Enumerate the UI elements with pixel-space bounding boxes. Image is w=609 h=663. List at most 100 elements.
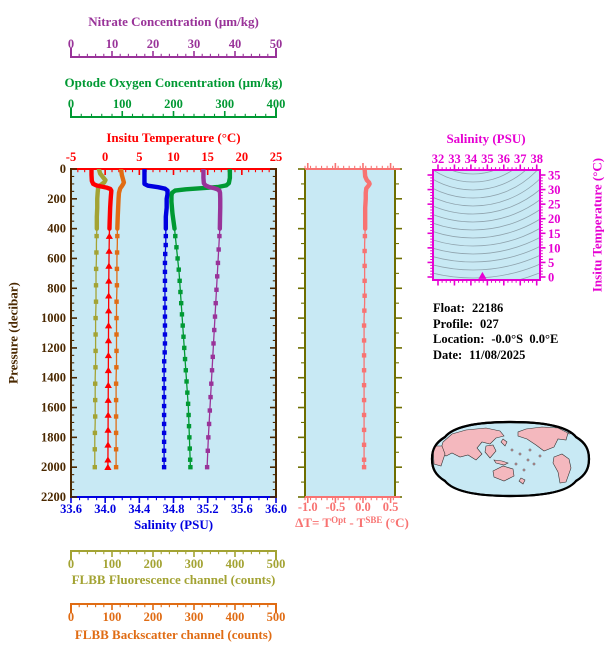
dt-label-sup-opt: Opt xyxy=(331,515,347,525)
backscatter-profile xyxy=(113,169,127,470)
tick-label: 500 xyxy=(267,557,286,571)
tick-label: 50 xyxy=(270,37,283,51)
oxygen-scale-axis: 0 100 200 300 400 xyxy=(68,97,286,118)
tick-label: 1800 xyxy=(41,430,66,444)
tick-label: 1200 xyxy=(41,341,66,355)
tick-label: 34.0 xyxy=(94,502,116,516)
pressure-axis-title: Pressure (decibar) xyxy=(5,282,21,384)
tick-label: 10 xyxy=(167,150,180,164)
ts-temperature-axis-title: Insitu Temperature (°C) xyxy=(589,157,605,293)
dt-label-sup-sbe: SBE xyxy=(365,515,383,525)
tick-label: 20 xyxy=(236,150,249,164)
float-id-label: Float: xyxy=(433,301,465,315)
tick-label: 300 xyxy=(215,97,234,111)
tick-label: 100 xyxy=(103,610,122,624)
float-id-line: Float: 22186 xyxy=(433,301,558,317)
tick-label: 0 xyxy=(68,97,74,111)
tick-label: 0 xyxy=(68,37,74,51)
nitrate-scale-axis: 0 10 20 30 40 50 xyxy=(68,37,283,58)
tick-label: 25 xyxy=(270,150,283,164)
tick-label: 1000 xyxy=(41,311,66,325)
tick-label: 20 xyxy=(548,212,561,226)
tick-label: 10 xyxy=(106,37,119,51)
salinity-profile xyxy=(142,169,170,470)
nitrate-profile xyxy=(201,169,223,470)
tick-label: 0 xyxy=(68,610,74,624)
tick-label: 30 xyxy=(188,37,201,51)
tick-label: 36 xyxy=(498,152,511,166)
tick-label: 20 xyxy=(147,37,160,51)
tick-label: 35.2 xyxy=(197,502,219,516)
dt-label-post: (°C) xyxy=(382,515,409,530)
tick-label: 33 xyxy=(448,152,461,166)
tick-label: 35 xyxy=(548,169,561,183)
world-map xyxy=(430,420,591,498)
tick-label: -0.5 xyxy=(325,500,345,514)
tick-label: 200 xyxy=(144,557,163,571)
dt-label-mid: - T xyxy=(346,515,366,530)
tick-label: 38 xyxy=(530,152,543,166)
map-landmasses xyxy=(432,425,578,485)
tick-label: 100 xyxy=(103,557,122,571)
tick-label: 400 xyxy=(226,610,245,624)
tick-label: 0 xyxy=(548,271,554,285)
tick-label: 40 xyxy=(229,37,242,51)
profile-series xyxy=(89,169,233,470)
backscatter-axis-title: FLBB Backscatter channel (counts) xyxy=(74,627,273,642)
tick-label: 1400 xyxy=(41,371,66,385)
temperature-profile xyxy=(89,169,114,470)
tick-label: 300 xyxy=(185,557,204,571)
tick-label: 400 xyxy=(267,97,286,111)
float-info-block: Float: 22186 Profile: 027 Location: -0.0°S … xyxy=(433,301,558,363)
fluorescence-axis-title: FLBB Fluorescence channel (counts) xyxy=(71,572,276,587)
date-value: 11/08/2025 xyxy=(469,347,526,362)
tick-label: 400 xyxy=(47,222,66,236)
tick-label: 32 xyxy=(432,152,445,166)
tick-label: 34.8 xyxy=(163,502,185,516)
location-line: Location: -0.0°S 0.0°E xyxy=(433,332,558,348)
salinity-axis-title: Salinity (PSU) xyxy=(133,517,214,532)
tick-label: 2200 xyxy=(41,490,66,504)
profile-number-line: Profile: 027 xyxy=(433,317,558,333)
ts-salinity-axis-title: Salinity (PSU) xyxy=(446,131,526,146)
location-label: Location: xyxy=(433,332,485,346)
tick-label: 5 xyxy=(136,150,142,164)
tick-label: 200 xyxy=(164,97,183,111)
dt-label-pre: ΔT= T xyxy=(295,515,332,530)
tick-label: 100 xyxy=(113,97,132,111)
tick-label: 0 xyxy=(68,557,74,571)
tick-label: 33.6 xyxy=(60,502,82,516)
tick-label: 0.5 xyxy=(383,500,399,514)
tick-label: 35.6 xyxy=(231,502,253,516)
delta-t-profile xyxy=(361,169,372,470)
nitrate-axis-title: Nitrate Concentration (μm/kg) xyxy=(88,14,259,29)
tick-label: -1.0 xyxy=(298,500,318,514)
delta-t-series xyxy=(361,169,372,470)
delta-t-frame: -1.0 -0.5 0.0 0.5 xyxy=(298,163,402,514)
profile-number-label: Profile: xyxy=(433,316,474,331)
date-line: Date: 11/08/2025 xyxy=(433,348,558,364)
date-label: Date: xyxy=(433,347,463,362)
tick-label: 36.0 xyxy=(265,502,287,516)
tick-label: 34.4 xyxy=(128,502,151,516)
fluorescence-scale-axis: 0 100 200 300 400 500 xyxy=(68,550,286,571)
delta-t-axis-title: ΔT= TOpt - TSBE (°C) xyxy=(295,515,409,530)
ts-float-point xyxy=(478,271,487,279)
location-value: -0.0°S 0.0°E xyxy=(491,332,559,346)
profile-number-value: 027 xyxy=(480,316,499,331)
tick-label: 15 xyxy=(201,150,214,164)
tick-label: 400 xyxy=(226,557,245,571)
tick-label: 0.0 xyxy=(355,500,371,514)
tick-label: 200 xyxy=(47,192,66,206)
tick-label: 15 xyxy=(548,227,561,241)
isopycnal-contours xyxy=(433,170,540,280)
tick-label: 300 xyxy=(185,610,204,624)
tick-label: 1600 xyxy=(41,401,66,415)
tick-label: -5 xyxy=(66,150,76,164)
tick-label: 34 xyxy=(465,152,478,166)
tick-label: 35 xyxy=(481,152,494,166)
tick-label: 2000 xyxy=(41,460,66,474)
tick-label: 500 xyxy=(267,610,286,624)
